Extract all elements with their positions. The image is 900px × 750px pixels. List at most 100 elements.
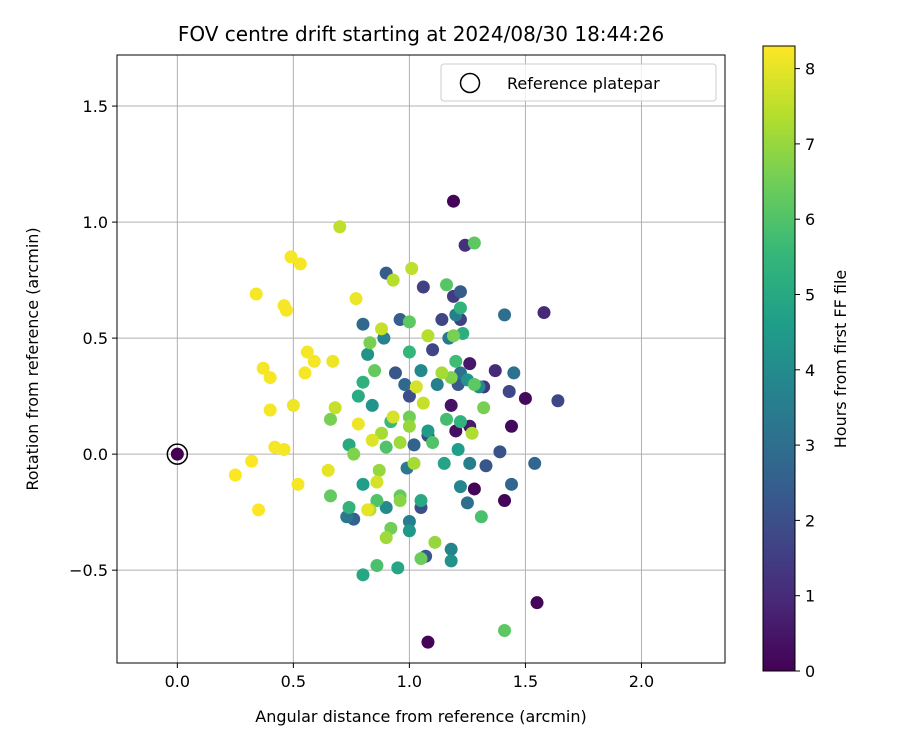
data-point (437, 456, 451, 470)
data-point (321, 463, 335, 477)
data-point (228, 468, 242, 482)
data-point (505, 477, 519, 491)
data-point (356, 375, 370, 389)
data-point (370, 494, 384, 508)
data-point (365, 398, 379, 412)
data-point (291, 477, 305, 491)
data-point (363, 336, 377, 350)
data-point (263, 371, 277, 385)
colorbar-ticks: 0 1 2 3 4 5 6 7 8 (795, 60, 815, 681)
data-point (414, 364, 428, 378)
data-point (407, 438, 421, 452)
data-point (365, 433, 379, 447)
data-point (518, 391, 532, 405)
data-point (256, 361, 270, 375)
x-tick-label: 0.0 (165, 672, 190, 691)
data-point (453, 301, 467, 315)
y-tick-label: −0.5 (69, 561, 108, 580)
legend-box (440, 63, 717, 102)
data-point (379, 440, 393, 454)
data-point (402, 345, 416, 359)
grid-lines (117, 55, 725, 663)
data-point (405, 261, 419, 275)
data-point (375, 426, 389, 440)
data-point (347, 447, 361, 461)
colorbar-tick-label: 5 (805, 285, 815, 304)
data-point (467, 482, 481, 496)
y-tick-label: 1.0 (83, 213, 108, 232)
data-point (551, 394, 565, 408)
data-point (268, 440, 282, 454)
colorbar-label: Hours from first FF file (831, 270, 850, 449)
colorbar: 0 1 2 3 4 5 6 7 8 Hours from first FF file (762, 45, 850, 681)
data-point (421, 635, 435, 649)
colorbar-tick-label: 2 (805, 511, 815, 530)
legend: Reference platepar (440, 63, 717, 102)
data-point (498, 624, 512, 638)
data-point (440, 412, 454, 426)
data-point (402, 419, 416, 433)
data-point (446, 194, 460, 208)
data-point (351, 417, 365, 431)
data-point (252, 503, 266, 517)
data-point (493, 445, 507, 459)
data-point (375, 322, 389, 336)
legend-entry-label: Reference platepar (507, 74, 660, 93)
data-point (356, 477, 370, 491)
data-point (444, 554, 458, 568)
colorbar-tick-label: 8 (805, 60, 815, 79)
data-point (426, 436, 440, 450)
reference-platepar-marker (166, 443, 189, 465)
data-point (263, 403, 277, 417)
data-point (414, 552, 428, 566)
data-point (463, 456, 477, 470)
colorbar-tick-label: 7 (805, 135, 815, 154)
data-point (284, 250, 298, 264)
colorbar-tick-label: 6 (805, 210, 815, 229)
x-axis-label: Angular distance from reference (arcmin) (255, 707, 586, 726)
data-point (507, 366, 521, 380)
data-point (453, 285, 467, 299)
data-point (463, 357, 477, 371)
data-point (277, 299, 291, 313)
colorbar-tick-label: 1 (805, 587, 815, 606)
colorbar-tick-label: 0 (805, 662, 815, 681)
x-axis-ticks: 0.0 0.5 1.0 1.5 2.0 (165, 663, 654, 691)
data-point (356, 568, 370, 582)
data-point (467, 378, 481, 392)
data-point (386, 410, 400, 424)
data-point (426, 343, 440, 357)
data-point (498, 494, 512, 508)
x-tick-label: 2.0 (629, 672, 654, 691)
data-point (323, 412, 337, 426)
data-point (388, 366, 402, 380)
data-point (435, 366, 449, 380)
data-point (398, 378, 412, 392)
data-point (391, 561, 405, 575)
data-point (372, 463, 386, 477)
data-point (402, 524, 416, 538)
data-point (386, 273, 400, 287)
data-point (326, 354, 340, 368)
data-point (479, 459, 493, 473)
data-point (465, 426, 479, 440)
legend-reference-marker (459, 72, 481, 94)
data-point (409, 380, 423, 394)
data-point (379, 531, 393, 545)
data-points (166, 194, 565, 649)
data-point (530, 596, 544, 610)
data-point (361, 503, 375, 517)
data-point (393, 494, 407, 508)
data-point (460, 496, 474, 510)
data-point (393, 436, 407, 450)
data-point (414, 494, 428, 508)
plot-frame (116, 54, 726, 664)
x-tick-label: 0.5 (281, 672, 306, 691)
data-point (446, 329, 460, 343)
data-point (505, 419, 519, 433)
chart-title: FOV centre drift starting at 2024/08/30 … (178, 22, 664, 46)
x-tick-label: 1.0 (397, 672, 422, 691)
data-point (407, 456, 421, 470)
data-point (402, 315, 416, 329)
